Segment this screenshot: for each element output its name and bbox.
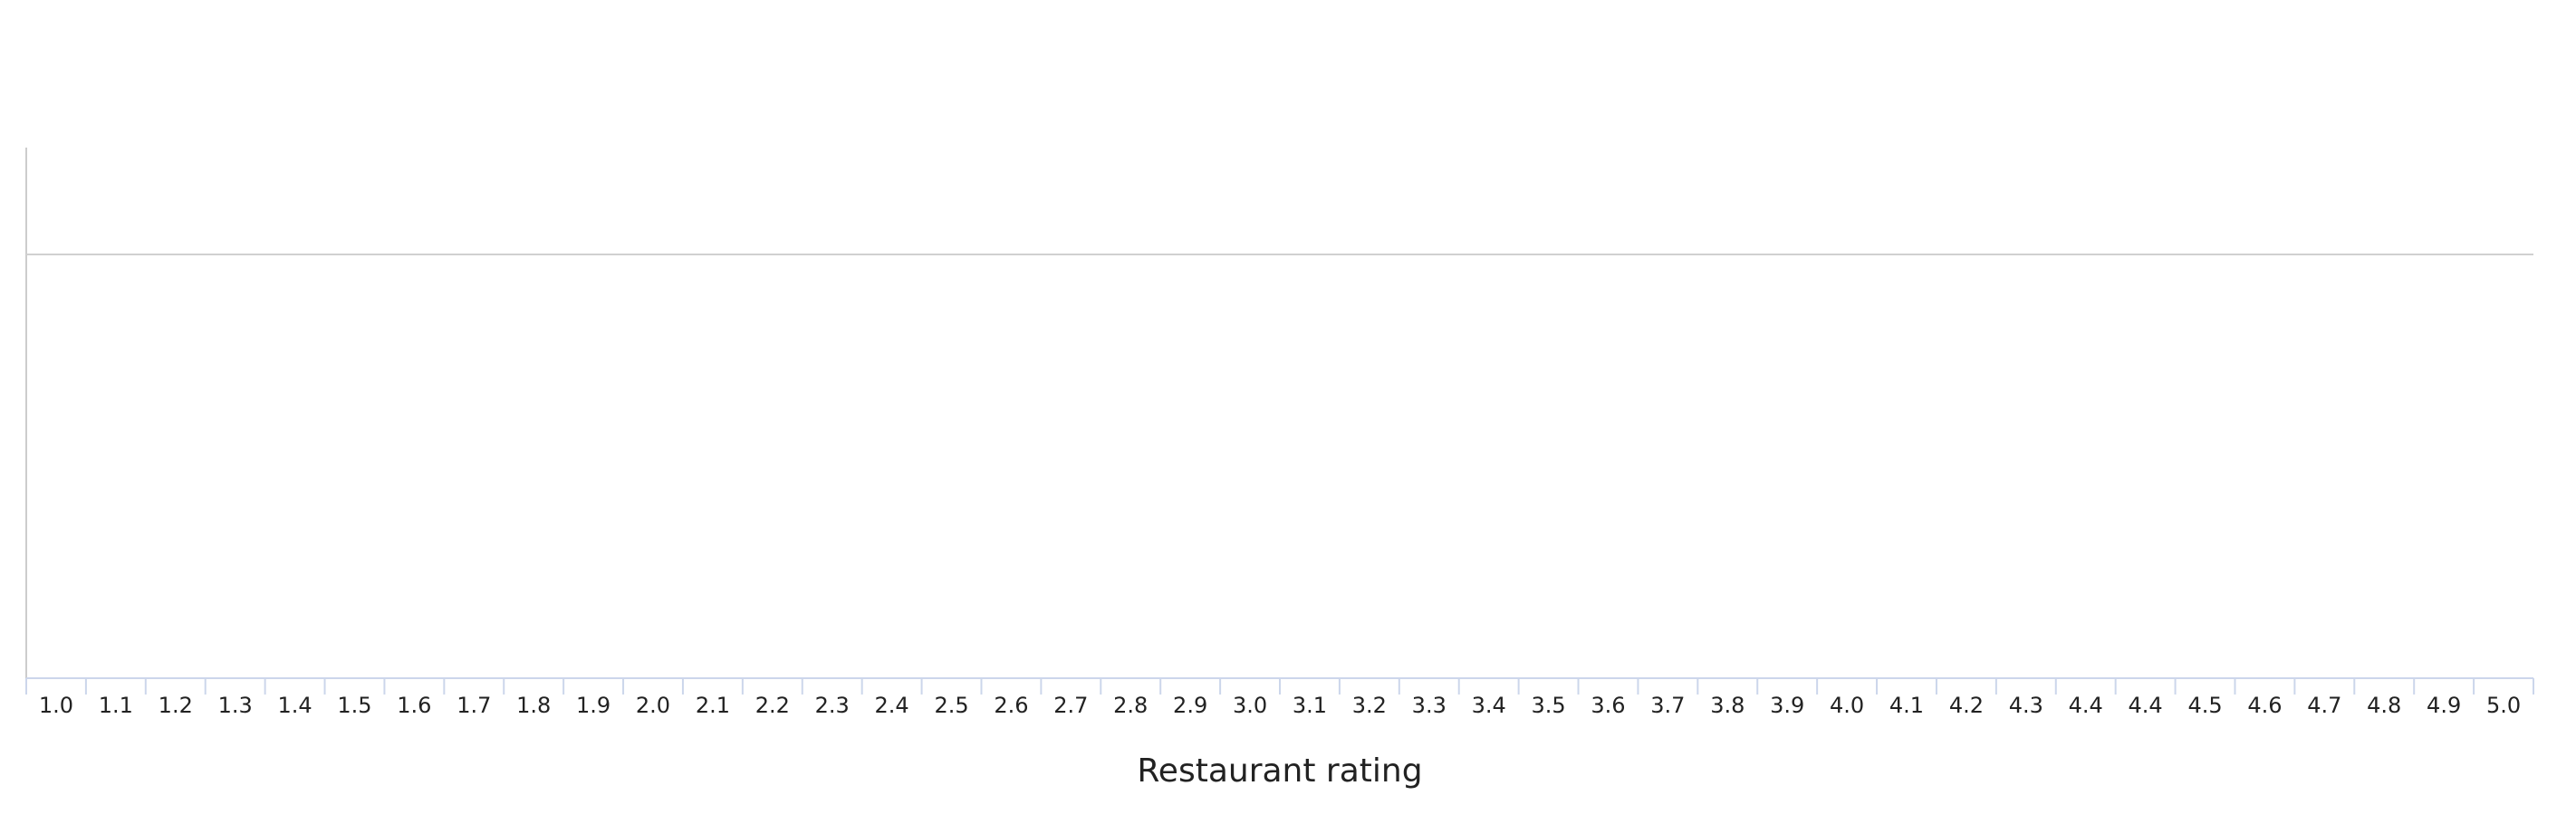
x-tick-label: 2.7: [1053, 693, 1088, 718]
x-tick-label: 1.5: [337, 693, 371, 718]
x-tick-label: 3.5: [1531, 693, 1565, 718]
x-tick-label: 1.9: [576, 693, 610, 718]
x-tick-label: 1.7: [457, 693, 491, 718]
x-tick-label: 3.6: [1591, 693, 1625, 718]
x-tick-label: 1.3: [218, 693, 253, 718]
x-tick-label: 2.8: [1113, 693, 1148, 718]
x-tick-label: 3.9: [1770, 693, 1804, 718]
x-tick-label: 1.6: [397, 693, 431, 718]
x-axis-title: Restaurant rating: [1137, 752, 1422, 790]
x-tick-label: 4.9: [2427, 693, 2461, 718]
x-tick-label: 2.0: [636, 693, 670, 718]
x-tick-label: 1.0: [39, 693, 73, 718]
x-tick-label: 4.7: [2307, 693, 2341, 718]
x-tick-label: 4.2: [1949, 693, 1984, 718]
x-tick-label: 1.2: [159, 693, 193, 718]
x-tick-label: 3.4: [1472, 693, 1506, 718]
x-tick-label: 3.1: [1293, 693, 1327, 718]
x-tick-label: 2.2: [755, 693, 790, 718]
x-tick-label: 1.4: [277, 693, 312, 718]
x-tick-label: 2.5: [934, 693, 968, 718]
x-tick-label: 3.8: [1710, 693, 1745, 718]
x-tick-label: 1.1: [99, 693, 133, 718]
x-tick-label: 4.5: [2187, 693, 2222, 718]
x-tick-label: 4.4: [2129, 693, 2163, 718]
x-tick-label: 3.2: [1352, 693, 1387, 718]
x-tick-label: 5.0: [2486, 693, 2521, 718]
x-tick-label: 1.8: [516, 693, 551, 718]
x-tick-label: 2.6: [994, 693, 1028, 718]
x-tick-label: 2.1: [696, 693, 730, 718]
x-tick-label: 3.3: [1412, 693, 1447, 718]
x-tick-label: 4.0: [1830, 693, 1864, 718]
x-tick-label: 4.1: [1889, 693, 1924, 718]
x-tick-label: 4.6: [2247, 693, 2282, 718]
x-tick-label: 4.8: [2367, 693, 2401, 718]
x-tick-label: 3.7: [1650, 693, 1685, 718]
x-tick-label: 4.3: [2009, 693, 2043, 718]
x-tick-label: 3.0: [1233, 693, 1267, 718]
x-tick-label: 4.4: [2069, 693, 2103, 718]
x-tick-label: 2.4: [875, 693, 909, 718]
x-tick-label: 2.9: [1173, 693, 1207, 718]
x-tick-label: 2.3: [815, 693, 850, 718]
